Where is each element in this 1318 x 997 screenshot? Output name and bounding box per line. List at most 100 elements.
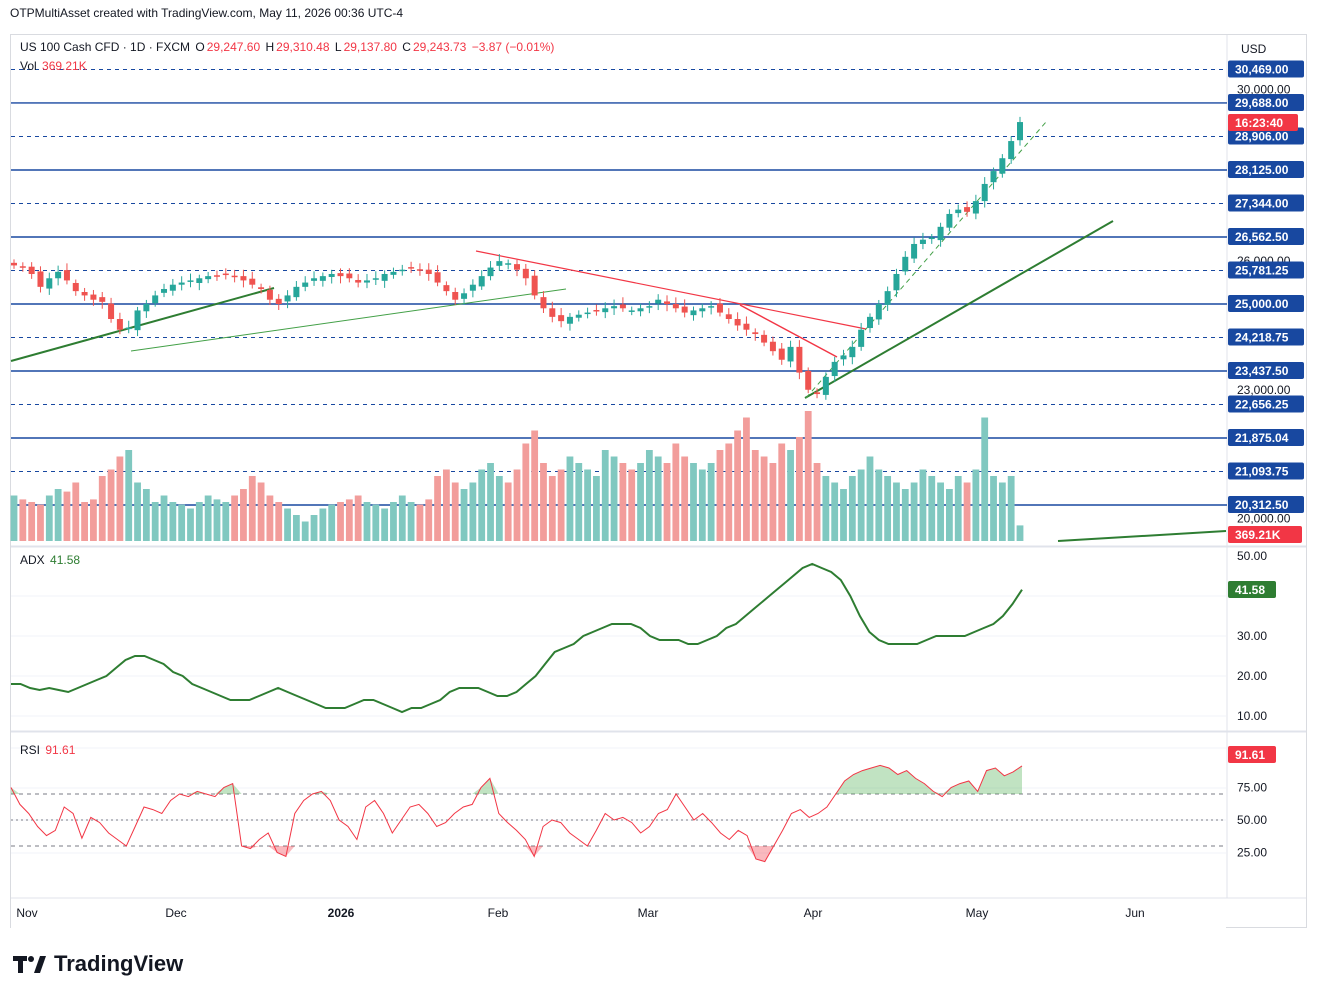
candle-body	[258, 287, 265, 289]
candle-body	[63, 270, 70, 281]
price-level-label: 28,125.00	[1235, 163, 1289, 177]
candle-body	[302, 282, 309, 287]
adx-label: ADX	[20, 553, 45, 567]
price-level-label: 25,781.25	[1235, 264, 1289, 278]
candle-body	[72, 282, 79, 292]
volume-bar	[107, 469, 115, 541]
volume-bar	[125, 450, 133, 541]
candle-body	[152, 295, 159, 304]
volume-bar	[690, 463, 697, 541]
trendline-red	[739, 304, 838, 358]
volume-legend[interactable]: Vol 369.21K	[20, 59, 89, 73]
price-level-label-bg	[1228, 161, 1304, 178]
candle-body	[461, 293, 468, 299]
volume-bar	[734, 430, 742, 541]
adx-last-label-bg	[1228, 581, 1276, 598]
candle-body	[814, 392, 821, 395]
volume-bar	[434, 476, 441, 541]
volume-bars	[10, 411, 1024, 541]
volume-bar	[813, 463, 821, 541]
rsi-last-label: 91.61	[1235, 748, 1265, 762]
volume-bar	[90, 499, 97, 541]
candle-body	[769, 341, 776, 352]
candles	[11, 116, 1023, 400]
rsi-line	[10, 764, 1023, 863]
candle-body	[399, 269, 406, 272]
price-level-label-bg	[1228, 362, 1304, 379]
candle-body	[566, 316, 573, 324]
volume-bar	[663, 463, 671, 541]
volume-bar	[593, 476, 600, 541]
volume-bar	[990, 476, 997, 541]
candle-body	[699, 308, 706, 312]
candle-body	[619, 304, 626, 309]
volume-bar	[478, 469, 486, 541]
candle-body	[990, 171, 997, 183]
volume-bar	[875, 469, 883, 541]
volume-bar	[187, 508, 194, 541]
trendlines	[10, 121, 1227, 542]
adx-line	[11, 562, 1023, 714]
countdown-label: 16:23:40	[1235, 116, 1283, 130]
candle-body	[99, 297, 106, 302]
candle-body	[134, 310, 141, 331]
volume-bar	[407, 502, 415, 541]
price-level-label: 21,093.75	[1235, 465, 1289, 479]
tradingview-logo[interactable]: TradingView	[12, 950, 183, 978]
volume-bar	[142, 489, 150, 541]
candle-body	[787, 346, 794, 362]
price-level-label-bg	[1228, 261, 1304, 279]
volume-bar	[169, 502, 177, 541]
adx-tick-label: 50.00	[1237, 549, 1267, 563]
price-tick-label: 20,000.00	[1237, 511, 1291, 525]
tradingview-logo-icon	[13, 956, 46, 973]
candle-body	[187, 280, 194, 282]
candle-body	[416, 269, 423, 271]
volume-bar	[266, 495, 274, 541]
price-level-label: 27,344.00	[1235, 196, 1289, 210]
volume-bar	[301, 521, 309, 541]
volume-bar	[425, 499, 433, 541]
candle-body	[381, 273, 388, 281]
price-level-label: 30,469.00	[1235, 62, 1289, 76]
volume-bar	[204, 495, 212, 541]
rsi-pane-bg	[11, 733, 1226, 898]
price-level-label-bg	[1228, 295, 1304, 312]
volume-bar	[910, 482, 918, 541]
rsi-legend[interactable]: RSI 91.61	[20, 743, 77, 757]
volume-bar	[460, 489, 468, 541]
volume-bar	[469, 482, 477, 541]
trendline-dashed	[805, 121, 1047, 399]
candle-body	[222, 273, 229, 276]
volume-bar	[240, 489, 247, 541]
rsi-label: RSI	[20, 743, 41, 757]
candle-body	[540, 297, 547, 309]
volume-bar	[831, 482, 839, 541]
candle-body	[911, 243, 918, 259]
candle-body	[469, 284, 476, 291]
candle-body	[55, 271, 62, 279]
candle-body	[425, 269, 432, 274]
volume-bar	[610, 456, 618, 541]
volume-bar	[390, 502, 397, 541]
price-level-label: 28,906.00	[1235, 130, 1289, 144]
adx-tick-label: 20.00	[1237, 669, 1267, 683]
symbol-legend[interactable]: US 100 Cash CFD · 1D · FXCM O 29,247.60 H…	[20, 40, 556, 54]
candle-body	[496, 261, 503, 266]
volume-bar	[116, 456, 124, 541]
candle-body	[284, 295, 291, 302]
volume-bar	[19, 499, 27, 541]
candle-body	[849, 346, 856, 358]
volume-bar	[584, 469, 591, 541]
volume-bar	[504, 482, 512, 541]
currency-label[interactable]: USD	[1241, 42, 1267, 56]
adx-legend[interactable]: ADX 41.58	[20, 553, 82, 567]
volume-bar	[178, 504, 186, 541]
candle-body	[46, 278, 53, 289]
candle-body	[11, 262, 17, 266]
volume-bar	[451, 482, 459, 541]
adx-tick-label: 10.00	[1237, 709, 1267, 723]
volume-bar	[893, 482, 900, 541]
time-tick-label: Feb	[488, 906, 509, 920]
